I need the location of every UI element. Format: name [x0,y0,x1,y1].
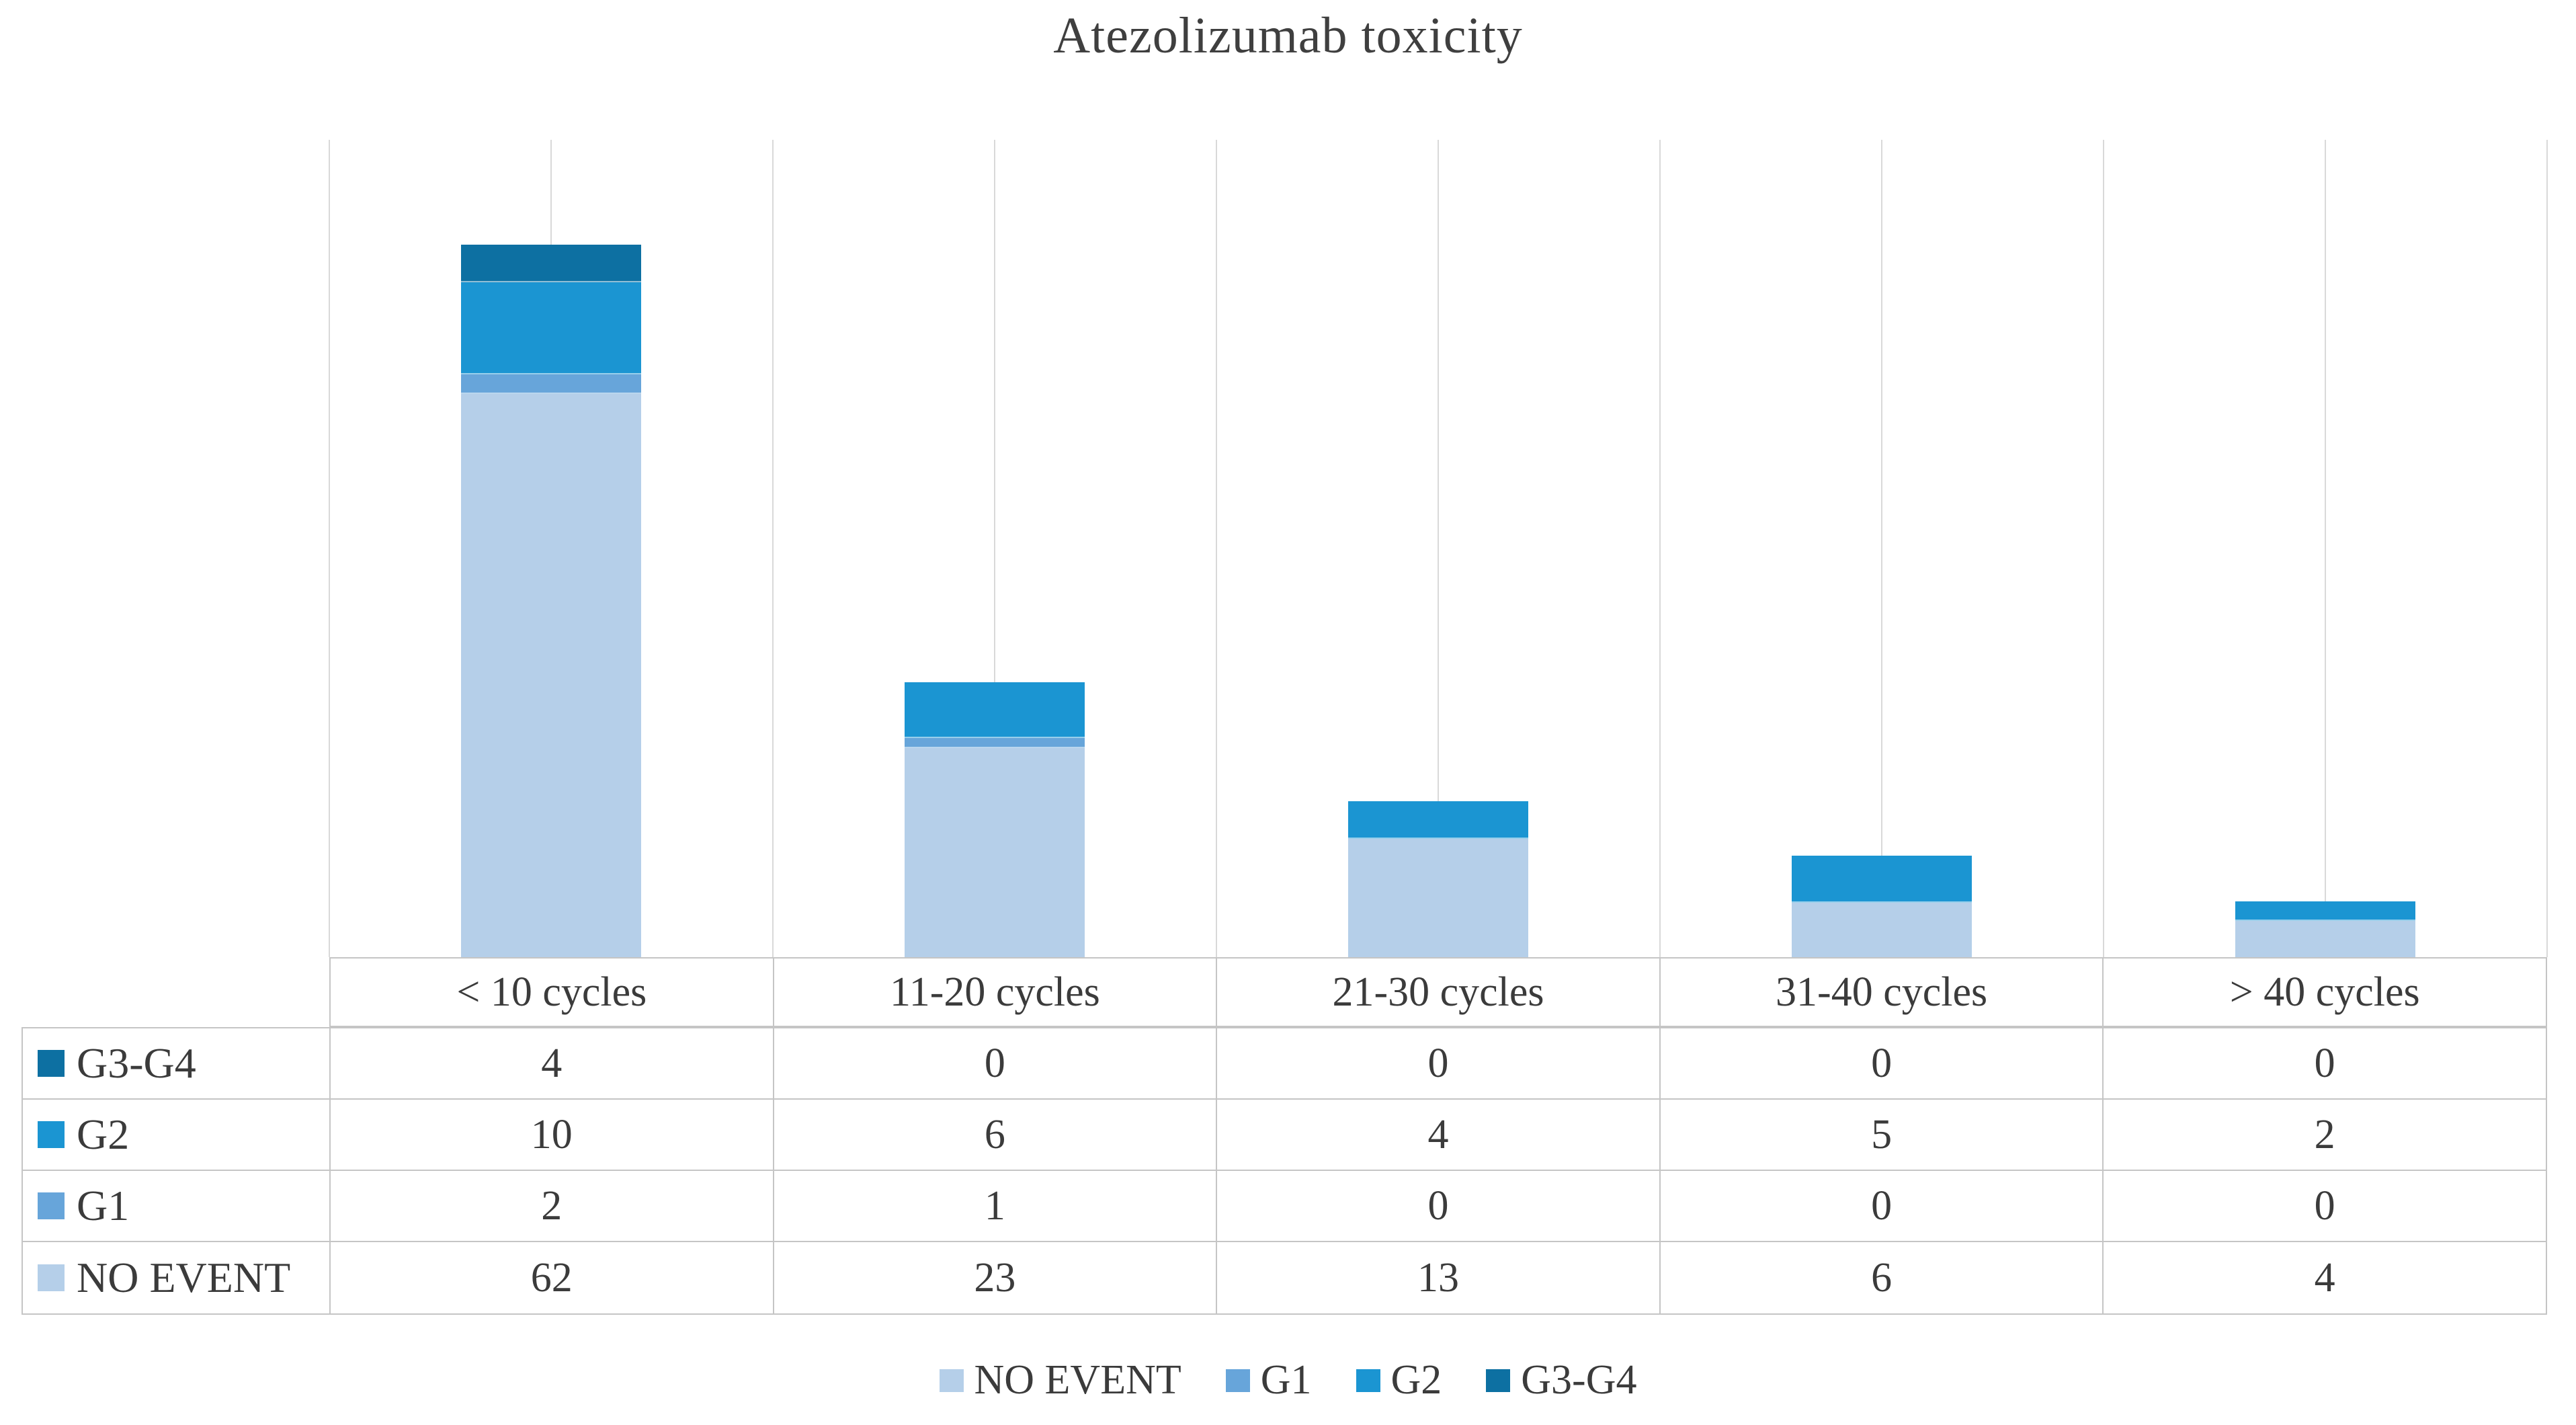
table-cell-value: 10 [331,1100,774,1170]
table-cell-value: 6 [774,1100,1218,1170]
table-row-header: NO EVENT [23,1242,331,1313]
vertical-gridline [329,140,330,957]
vertical-gridline [772,140,774,957]
legend-swatch-icon [939,1369,964,1392]
legend-item: G1 [1225,1356,1312,1404]
table-cell-value: 0 [1661,1171,2104,1241]
vertical-gridline [2546,140,2548,957]
table-cell-value: 62 [331,1242,774,1313]
vertical-gridline [2103,140,2104,957]
table-row-header: G2 [23,1100,331,1170]
table-cell-value: 5 [1661,1100,2104,1170]
vertical-gridline [1881,140,1882,957]
table-row: G1 2 1 0 0 0 [23,1171,2546,1242]
table-cell-value: 4 [2314,1254,2335,1301]
series-swatch-icon [38,1192,65,1219]
table-column-header: 11-20 cycles [774,959,1218,1026]
table-cell-value: 0 [1661,1028,2104,1098]
stacked-bar [461,245,641,957]
table-row: NO EVENT 62 23 13 6 4 [23,1242,2546,1313]
bar-segment-no-event [1792,902,1972,957]
table-column-header: < 10 cycles [331,959,774,1026]
table-row-header: G1 [23,1171,331,1241]
bar-segment-g2 [2235,901,2415,921]
plot-area [329,140,2548,957]
table-row-header: G3-G4 [23,1028,331,1098]
bar-segment-g2 [1348,801,1528,840]
table-cell-value: 4 [331,1028,774,1098]
table-column-header: > 40 cycles [2229,969,2420,1015]
bar-segment-no-event [1348,839,1528,957]
legend-label: NO EVENT [974,1357,1181,1403]
table-row: G2 10 6 4 5 2 [23,1100,2546,1171]
table-cell-value: 4 [1217,1100,1661,1170]
bar-segment-g2 [461,282,641,375]
table-cell-value: 6 [1661,1242,2104,1313]
table-cell-value: 0 [2314,1182,2335,1229]
table-row: G3-G4 4 0 0 0 0 [23,1028,2546,1100]
table-column-header: 21-30 cycles [1217,959,1661,1026]
vertical-gridline [1216,140,1217,957]
vertical-gridline [2325,140,2326,957]
table-cell-value: 0 [1217,1028,1661,1098]
table-cell-value: 13 [1217,1242,1661,1313]
vertical-gridline [1438,140,1439,957]
data-table-header-row: < 10 cycles 11-20 cycles 21-30 cycles 31-40… [329,957,2547,1027]
table-cell-value: 2 [2314,1111,2335,1157]
table-cell-value: 0 [2314,1040,2335,1086]
stacked-bar [1348,801,1528,957]
vertical-gridline [994,140,995,957]
data-table-body: G3-G4 4 0 0 0 0 G2 10 6 4 5 2 G1 2 1 0 0 0 NO EVENT 62 23 13 6… [22,1027,2547,1315]
series-swatch-icon [38,1121,65,1148]
legend-label: G3-G4 [1521,1357,1637,1403]
series-swatch-icon [38,1264,65,1291]
bar-segment-no-event [905,748,1085,957]
table-row-label: G2 [77,1110,130,1158]
legend-label: G2 [1390,1357,1442,1403]
legend-swatch-icon [1356,1369,1380,1392]
legend-item: NO EVENT [939,1356,1181,1404]
bar-segment-g2 [905,682,1085,738]
table-row-label: G3-G4 [77,1039,196,1087]
table-column-header: 31-40 cycles [1661,959,2104,1026]
table-cell-value: 0 [1217,1171,1661,1241]
stacked-bar [905,682,1085,957]
legend-swatch-icon [1486,1369,1511,1392]
bar-segment-no-event [461,394,641,957]
bar-segment-g2 [1792,856,1972,903]
legend-label: G1 [1260,1357,1312,1403]
stacked-bar [2235,901,2415,957]
legend: NO EVENT G1 G2 G3-G4 [0,1356,2576,1404]
table-row-label: G1 [77,1182,130,1229]
series-swatch-icon [38,1050,65,1077]
chart-title: Atezolizumab toxicity [1053,7,1523,64]
table-cell-value: 1 [774,1171,1218,1241]
legend-item: G2 [1356,1356,1442,1404]
bar-segment-g1 [461,374,641,395]
vertical-gridline [1659,140,1661,957]
bar-segment-g3-g4 [461,245,641,283]
stacked-bar [1792,856,1972,957]
bar-segment-no-event [2235,920,2415,957]
table-cell-value: 23 [774,1242,1218,1313]
legend-item: G3-G4 [1486,1356,1636,1404]
bar-segment-g1 [905,737,1085,749]
table-cell-value: 0 [774,1028,1218,1098]
table-cell-value: 2 [331,1171,774,1241]
table-row-label: NO EVENT [77,1254,291,1301]
legend-swatch-icon [1225,1369,1250,1392]
